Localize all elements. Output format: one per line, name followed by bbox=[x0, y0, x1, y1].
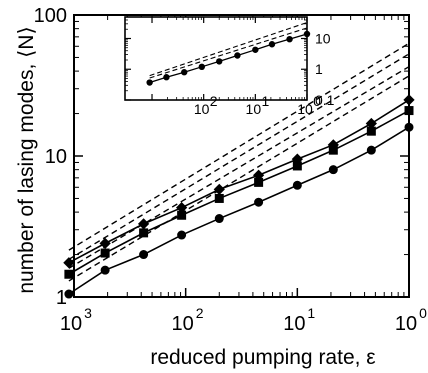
inset-y-tick-label: 10 bbox=[315, 30, 331, 46]
inset-dashed-reference-line bbox=[149, 22, 308, 77]
data-point-square bbox=[100, 248, 110, 258]
x-axis-label: reduced pumping rate, ε bbox=[150, 346, 375, 369]
inset-data-point bbox=[198, 63, 206, 71]
data-point-circle bbox=[254, 197, 264, 207]
data-point-diamond bbox=[365, 117, 377, 130]
data-point-circle bbox=[292, 180, 302, 190]
data-point-diamond bbox=[175, 202, 188, 214]
data-point-diamond bbox=[137, 218, 150, 230]
inset-y-tick-label: 1 bbox=[315, 61, 323, 77]
dashed-reference-line bbox=[68, 66, 410, 269]
data-point-diamond bbox=[213, 183, 225, 195]
data-point-circle bbox=[64, 289, 74, 299]
inset-data-point bbox=[146, 79, 153, 86]
y-tick-label: 10 bbox=[45, 146, 67, 168]
axis-labels: reduced pumping rate, ε number of lasing… bbox=[15, 26, 376, 369]
y-tick-label: 1 bbox=[56, 287, 67, 309]
inset-x-tick-label-exponent: 0 bbox=[313, 93, 321, 109]
data-point-square bbox=[328, 145, 338, 155]
inset-x-tick-label-base: 10 bbox=[194, 101, 210, 117]
inset-x-tick-label-base: 10 bbox=[246, 101, 262, 117]
series-line-square bbox=[68, 109, 410, 275]
y-axis-label: number of lasing modes, ⟨N⟩ bbox=[15, 26, 38, 293]
x-tick-label-exponent: 1 bbox=[307, 305, 315, 321]
inset-data-point bbox=[303, 30, 311, 38]
data-point-square bbox=[404, 106, 414, 116]
inset-data-point bbox=[181, 69, 188, 76]
data-point-square bbox=[366, 126, 376, 136]
dashed-reference-line bbox=[68, 75, 410, 282]
data-point-square bbox=[254, 177, 264, 187]
inset-data-point bbox=[234, 52, 241, 59]
data-point-circle bbox=[328, 165, 338, 175]
inset-data-point bbox=[268, 41, 276, 48]
series-line-diamond bbox=[68, 99, 410, 264]
dashed-reference-line bbox=[68, 42, 410, 251]
x-tick-label-exponent: 2 bbox=[196, 305, 204, 321]
x-tick-label-exponent: 3 bbox=[84, 305, 92, 321]
data-point-circle bbox=[100, 265, 110, 275]
data-point-circle bbox=[139, 250, 149, 260]
data-point-circle bbox=[177, 230, 187, 240]
inset-data-point bbox=[163, 74, 170, 81]
data-point-circle bbox=[366, 145, 376, 155]
inset-x-tick-label-exponent: 1 bbox=[261, 93, 269, 109]
x-tick-label-base: 10 bbox=[283, 313, 305, 335]
x-tick-label-base: 10 bbox=[395, 313, 417, 335]
data-point-square bbox=[292, 161, 302, 171]
dashed-reference-line bbox=[68, 53, 410, 260]
inset-data-point bbox=[216, 58, 223, 65]
data-point-diamond bbox=[63, 257, 75, 269]
y-tick-label: 100 bbox=[34, 5, 67, 27]
x-tick-label-base: 10 bbox=[60, 313, 82, 335]
inset-data-point bbox=[286, 35, 293, 43]
data-point-square bbox=[214, 193, 224, 203]
series-line-circle bbox=[68, 126, 410, 295]
inset-data-point bbox=[252, 46, 259, 53]
inset-series-line bbox=[149, 33, 308, 84]
data-point-diamond bbox=[99, 237, 111, 250]
data-point-square bbox=[177, 210, 187, 220]
inset-dashed-reference-line bbox=[149, 27, 308, 79]
inset-x-tick-label-base: 10 bbox=[297, 101, 313, 117]
data-point-circle bbox=[404, 122, 414, 132]
inset-x-tick-label-exponent: 2 bbox=[210, 93, 218, 109]
x-tick-label-base: 10 bbox=[172, 313, 194, 335]
data-point-diamond bbox=[403, 94, 415, 106]
data-point-circle bbox=[214, 214, 224, 224]
data-point-square bbox=[139, 228, 149, 238]
data-point-square bbox=[64, 269, 74, 279]
inset-frame bbox=[124, 16, 308, 101]
x-tick-label-exponent: 0 bbox=[419, 305, 427, 321]
inset-y-tick-label: 0.1 bbox=[315, 92, 335, 108]
